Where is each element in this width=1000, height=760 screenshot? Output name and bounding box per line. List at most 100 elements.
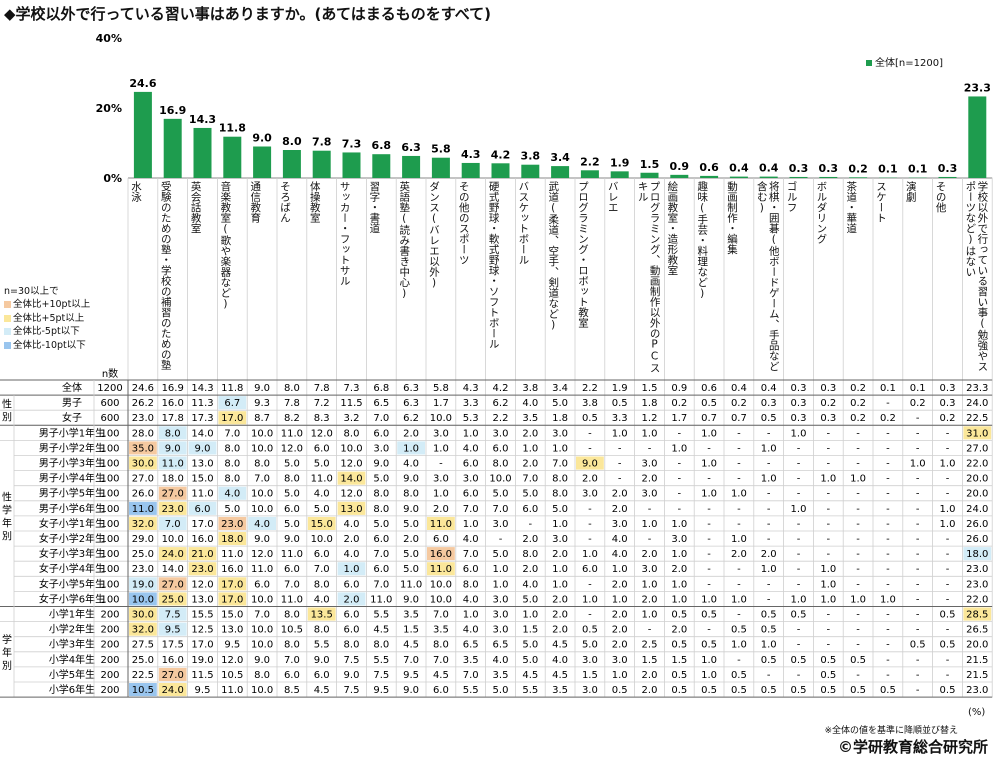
table-cell: 3.0 — [493, 519, 509, 530]
table-cell: 4.0 — [552, 655, 568, 666]
table-cell: - — [707, 564, 711, 575]
table-cell: 6.3 — [403, 398, 419, 409]
hi10-swatch — [4, 301, 11, 309]
table-cell: 0.2 — [671, 398, 687, 409]
bar-value-label: 23.3 — [964, 81, 991, 94]
table-cell: - — [797, 564, 801, 575]
table-cell: 0.5 — [701, 640, 717, 651]
table-cell: 7.5 — [165, 610, 181, 621]
table-cell: 16.0 — [162, 655, 184, 666]
table-cell: - — [946, 579, 950, 590]
table-cell: - — [916, 685, 920, 696]
table-cell: - — [826, 640, 830, 651]
table-cell: - — [826, 428, 830, 439]
table-cell: 3.0 — [552, 534, 568, 545]
table-cell: 1.0 — [761, 564, 777, 575]
table-cell: 5.5 — [373, 655, 389, 666]
table-cell: - — [916, 655, 920, 666]
table-cell: - — [588, 443, 592, 454]
table-cell: 7.0 — [284, 655, 300, 666]
table-cell: 4.5 — [522, 670, 538, 681]
table-cell: 7.5 — [373, 670, 389, 681]
cell-highlight — [158, 426, 187, 440]
category-label-text: バスケットボール — [517, 181, 530, 265]
table-cell: 9.5 — [165, 625, 181, 636]
table-cell: 0.5 — [850, 655, 866, 666]
table-cell: 0.2 — [940, 413, 956, 424]
table-cell: 1.0 — [940, 504, 956, 515]
table-cell: 0.5 — [940, 685, 956, 696]
table-cell: - — [737, 504, 741, 515]
bar-value-label: 2.2 — [580, 155, 600, 168]
row-n: 200 — [100, 655, 119, 666]
table-cell: 3.0 — [671, 534, 687, 545]
table-cell: 7.5 — [344, 655, 360, 666]
table-cell: - — [588, 519, 592, 530]
table-cell: 21.5 — [966, 655, 988, 666]
table-cell: - — [886, 670, 890, 681]
bar-value-label: 24.6 — [129, 77, 156, 90]
table-cell: 1.0 — [671, 549, 687, 560]
table-cell: 0.5 — [671, 640, 687, 651]
table-cell: 7.0 — [522, 474, 538, 485]
table-cell: 3.0 — [582, 489, 598, 500]
table-cell: 12.0 — [221, 655, 243, 666]
table-cell: - — [618, 474, 622, 485]
table-cell: 11.0 — [191, 489, 213, 500]
table-cell: 8.0 — [373, 489, 389, 500]
table-cell: - — [737, 564, 741, 575]
category-label: 通信教育 — [249, 181, 261, 223]
row-label: 女子小学4年生 — [39, 562, 105, 575]
table-cell: 23.0 — [132, 564, 154, 575]
table-cell: - — [797, 459, 801, 470]
table-cell: 2.0 — [552, 625, 568, 636]
cell-highlight — [188, 501, 217, 515]
table-cell: 20.0 — [966, 474, 988, 485]
table-cell: 3.5 — [463, 655, 479, 666]
table-cell: 2.0 — [612, 640, 628, 651]
table-cell: 24.6 — [132, 383, 154, 394]
table-cell: 10.0 — [430, 413, 452, 424]
table-cell: 5.0 — [522, 640, 538, 651]
bar-value-label: 8.0 — [282, 135, 302, 148]
table-cell: 10.5 — [132, 685, 154, 696]
table-cell: 1.0 — [701, 428, 717, 439]
table-cell: 29.0 — [132, 534, 154, 545]
bar-value-label: 0.3 — [789, 162, 809, 175]
bar — [133, 91, 152, 178]
row-label: 女子 — [62, 411, 82, 424]
table-cell: 1.0 — [463, 428, 479, 439]
table-cell: 7.0 — [463, 549, 479, 560]
table-cell: 13.0 — [340, 504, 362, 515]
table-cell: 0.5 — [910, 640, 926, 651]
table-cell: 1.5 — [671, 655, 687, 666]
table-cell: - — [916, 519, 920, 530]
row-label: 男子小学4年生 — [39, 472, 105, 485]
table-cell: 27.0 — [162, 670, 184, 681]
table-cell: - — [707, 549, 711, 560]
row-n: 100 — [100, 428, 119, 439]
chart-title: ◆学校以外で行っている習い事はありますか。(あてはまるものをすべて) — [4, 5, 491, 23]
table-cell: - — [797, 534, 801, 545]
table-cell: 8.0 — [433, 640, 449, 651]
table-cell: - — [767, 519, 771, 530]
table-cell: 11.0 — [311, 474, 333, 485]
table-cell: 9.5 — [403, 670, 419, 681]
table-cell: 1.0 — [791, 428, 807, 439]
table-cell: - — [826, 534, 830, 545]
category-label-text: 硬式野球・軟式野球・ソフトボール — [487, 181, 500, 349]
table-cell: 30.0 — [132, 459, 154, 470]
table-cell: 21.0 — [191, 549, 213, 560]
table-cell: 9.0 — [254, 383, 270, 394]
category-label-text: サッカー・フットサル — [338, 181, 351, 286]
row-n: 200 — [100, 625, 119, 636]
table-cell: 1.0 — [820, 579, 836, 590]
table-cell: 1.0 — [820, 594, 836, 605]
bar — [163, 118, 182, 178]
table-cell: 5.8 — [433, 383, 449, 394]
table-cell: - — [826, 504, 830, 515]
cell-highlight — [307, 607, 336, 621]
bar — [789, 176, 808, 178]
table-cell: 2.0 — [642, 670, 658, 681]
table-cell: 15.0 — [311, 519, 333, 530]
